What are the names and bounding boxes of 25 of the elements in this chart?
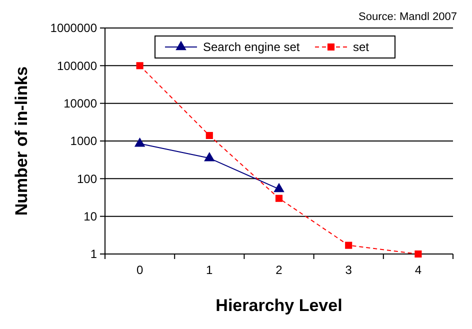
y-tick-label: 10 xyxy=(84,210,98,224)
point xyxy=(206,132,213,140)
point xyxy=(414,250,422,258)
point xyxy=(136,62,144,70)
legend-label: Search engine set xyxy=(203,40,300,54)
y-tick-label: 1000000 xyxy=(50,21,98,36)
point xyxy=(134,137,146,147)
point xyxy=(274,182,284,192)
x-tick-label: 4 xyxy=(414,263,422,277)
x-axis-title: Hierarchy Level xyxy=(216,296,342,315)
y-tick-label: 1 xyxy=(90,247,98,262)
y-tick-label: 100 xyxy=(76,172,98,186)
legend-label: set xyxy=(353,40,370,54)
x-tick-label: 2 xyxy=(276,263,283,277)
y-axis-title: Number of in-links xyxy=(12,66,31,216)
point xyxy=(204,152,215,162)
y-tick-label: 100000 xyxy=(56,58,98,73)
y-tick-label: 10000 xyxy=(64,96,98,111)
point xyxy=(275,194,283,202)
x-tick-label: 1 xyxy=(206,263,214,277)
point xyxy=(345,242,352,249)
x-tick-label: 0 xyxy=(136,263,144,277)
x-tick-label: 3 xyxy=(345,263,352,277)
source-note: Source: Mandl 2007 xyxy=(358,11,457,23)
y-tick-label: 1000 xyxy=(70,134,98,148)
